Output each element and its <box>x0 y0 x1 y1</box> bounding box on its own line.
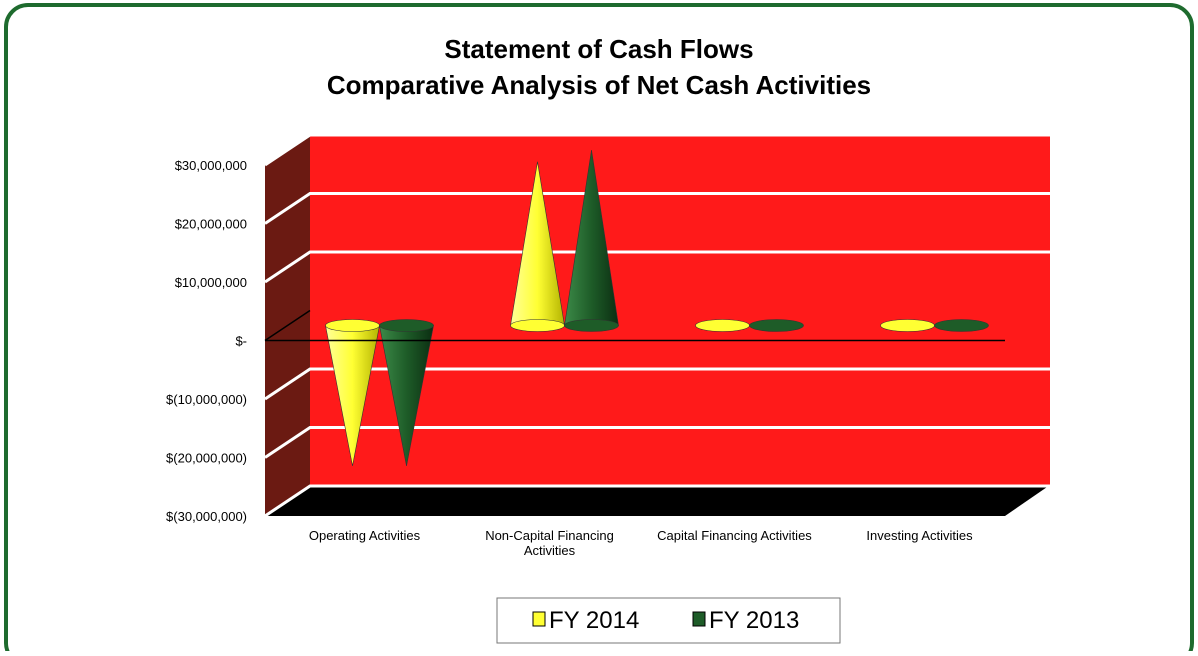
chart-subtitle: Comparative Analysis of Net Cash Activit… <box>327 70 871 100</box>
y-tick-label: $30,000,000 <box>175 158 247 173</box>
y-tick-label: $10,000,000 <box>175 275 247 290</box>
frame <box>4 3 1194 656</box>
cone-base <box>379 319 434 332</box>
x-tick-label: Investing Activities <box>866 528 973 543</box>
legend-swatch <box>532 611 546 627</box>
grid-line <box>264 250 1050 284</box>
cone-base <box>325 319 380 332</box>
cone-base <box>934 319 989 332</box>
floor <box>265 485 1050 516</box>
grid-line <box>264 367 1050 401</box>
legend-swatch <box>692 611 706 627</box>
legend-label: FY 2013 <box>709 607 799 634</box>
cone-base <box>695 319 750 332</box>
back-wall <box>310 135 1050 485</box>
chart-title: Statement of Cash Flows <box>444 34 753 64</box>
legend <box>496 597 841 644</box>
y-tick-label: $(20,000,000) <box>166 451 247 466</box>
y-tick-label: $20,000,000 <box>175 217 247 232</box>
cone-base <box>749 319 804 332</box>
grid-line <box>264 192 1050 225</box>
x-tick-label: Operating Activities <box>308 528 421 543</box>
legend-label: FY 2014 <box>549 607 639 634</box>
x-tick-label: Capital Financing Activities <box>657 528 812 543</box>
grid-line <box>264 426 1050 459</box>
y-tick-label: $(30,000,000) <box>166 509 247 524</box>
grid-line <box>264 133 1050 167</box>
y-tick-label: $(10,000,000) <box>166 392 247 407</box>
y-tick-label: $- <box>235 334 247 349</box>
x-tick-label: Non-Capital Financing Activities <box>485 528 614 558</box>
zero-line <box>264 309 311 342</box>
cone-base <box>880 319 935 332</box>
cone-base <box>564 319 619 332</box>
cone-base <box>510 319 565 332</box>
grid-line <box>264 484 1050 518</box>
